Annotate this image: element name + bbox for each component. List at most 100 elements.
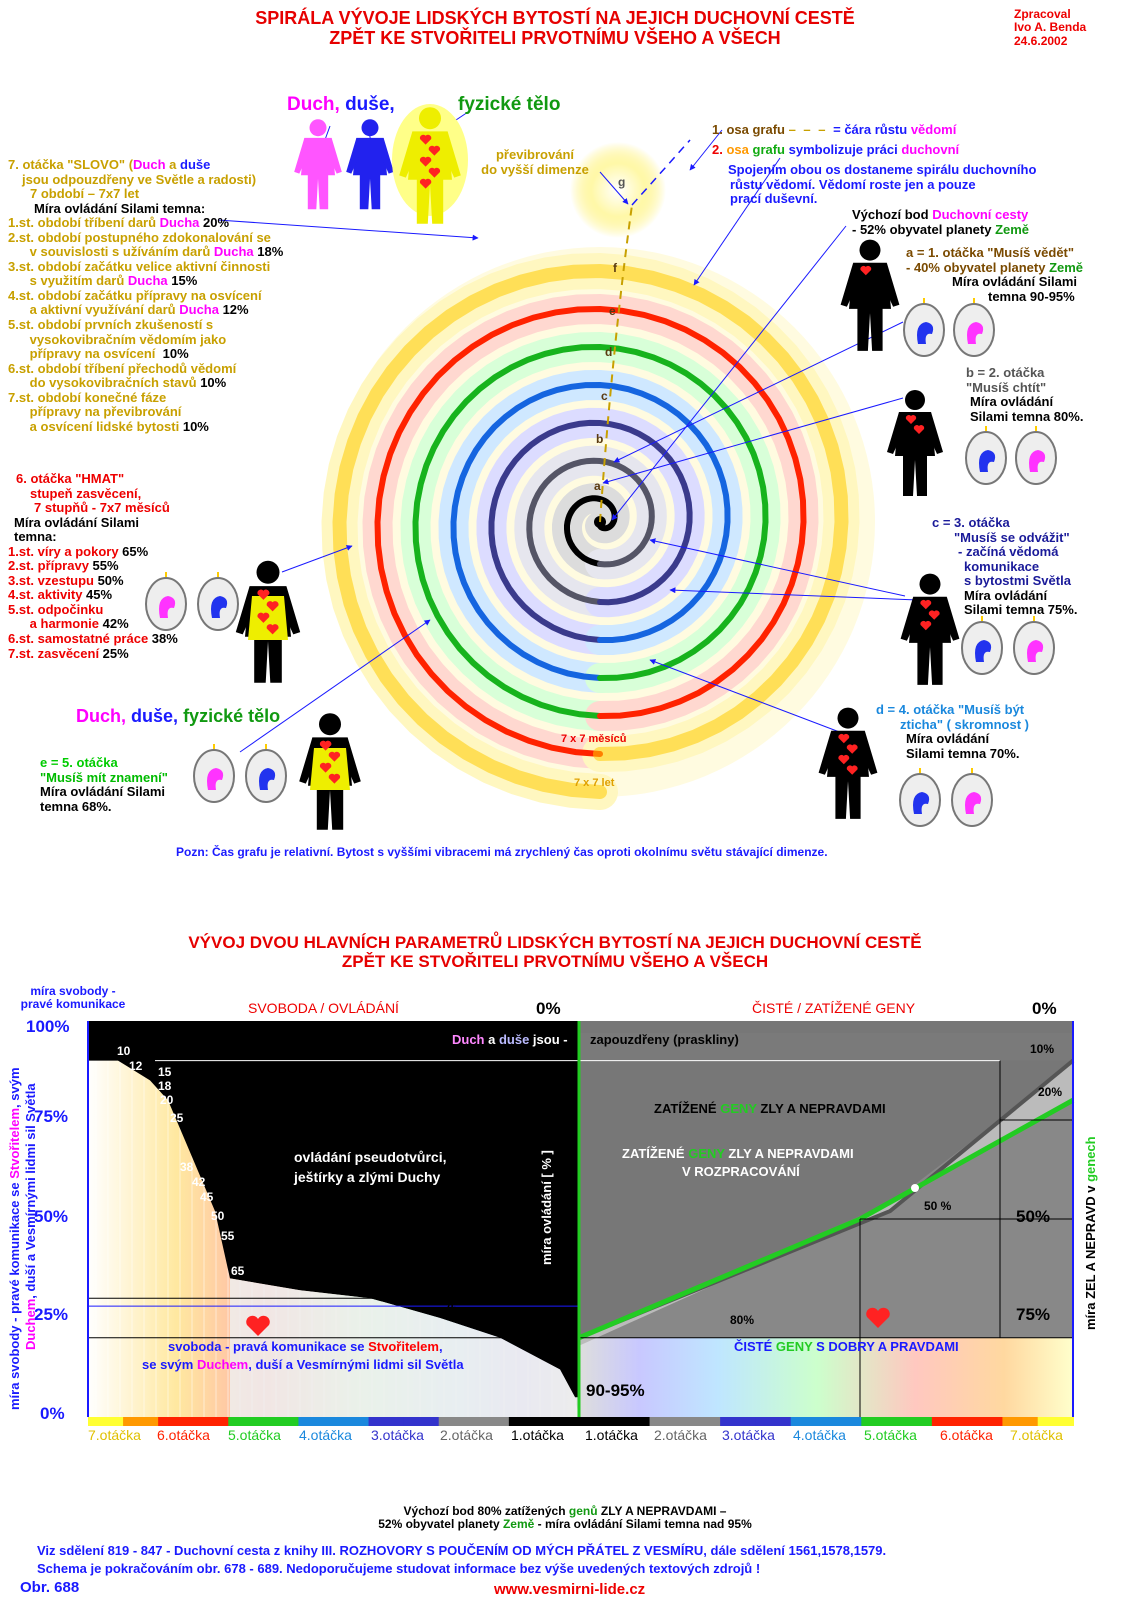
previbrovani-line-1: převibrování — [495, 147, 575, 162]
figure-turn6-hearts — [257, 589, 279, 635]
figure-turn4 — [818, 707, 878, 819]
turn2-block: b = 2. otáčka "Musíš chtít" Míra ovládán… — [966, 365, 1084, 424]
turn6-row-value: 50% — [93, 572, 124, 588]
title-line-2: ZPĚT KE STVOŘITELI PRVOTNÍMU VŠEHO A VŠE… — [329, 28, 781, 49]
pointer-arrow — [669, 587, 919, 601]
turn7-rows: 1.st. období tříbení darů Ducha 20% 2.st.… — [8, 215, 284, 434]
pointer-arrow — [602, 397, 904, 485]
spirit-egg-turn4 — [951, 768, 993, 827]
turn6-row-text: 7.st. zasvěcení — [8, 645, 100, 661]
turn7-control-title: Míra ovládání Silami temna: — [34, 200, 206, 216]
turn6-row: 4.st. aktivity 45% — [8, 588, 178, 603]
spiral-text-1: Spojením obou os dostaneme spirálu ducho… — [728, 162, 1037, 177]
turn7-row-text: a aktivní využívání darů — [8, 302, 180, 318]
label-fyzicke-telo: fyzické tělo — [458, 94, 561, 115]
turn7-row: vysokovibračním vědomím jako — [8, 331, 283, 348]
turn7-row: 5.st. období prvních zkušeností s — [8, 317, 283, 333]
turn7-row-value: 15% — [167, 273, 198, 289]
author-line-1: Zpracoval — [1014, 7, 1071, 21]
burdened-genes-label: ZATÍŽENÉ GENY ZLY A NEPRAVDAMI — [654, 1101, 886, 1117]
turn3-line-5: s bytostmi Světla — [964, 573, 1071, 589]
heart-icon — [246, 1315, 270, 1336]
start-text-1: Výchozí bod — [852, 207, 929, 222]
footer-start-1a: Výchozí bod 80% zatížených — [403, 1504, 569, 1518]
footer-start-2c: - míra ovládání Silami temna nad 95% — [534, 1517, 752, 1532]
axis1-number: 1. osa grafu — [712, 122, 785, 137]
x-category-right: 3.otáčka — [722, 1427, 775, 1443]
soul-egg-turn5 — [245, 744, 287, 803]
figure-turn2 — [887, 390, 943, 496]
control-point-label: 70 — [370, 1279, 384, 1293]
turn7-row-duch: Ducha — [159, 215, 200, 231]
turn7-row-text: 1.st. období tříbení darů — [8, 215, 160, 231]
processing-genes-label-2: V ROZPRACOVÁNÍ — [682, 1164, 800, 1179]
pointer-arrow — [689, 129, 723, 171]
genes-label-50: 50 % — [924, 1199, 952, 1213]
x-category-right: 5.otáčka — [864, 1427, 917, 1443]
human-figures — [145, 104, 1057, 830]
spirit-egg-turn5 — [193, 744, 235, 803]
pointer-arrow — [613, 321, 904, 463]
turn7-row-text: přípravy na převibrování — [8, 404, 182, 420]
turn3-line-4: komunikace — [964, 558, 1040, 574]
turn2-title: b = 2. otáčka — [966, 365, 1045, 380]
turn7-row: 1.st. období tříbení darů Ducha 20% — [8, 215, 283, 231]
turn7-row-text: 6.st. období tříbení přechodů vědomí — [8, 360, 237, 376]
turn6-line-5: temna: — [14, 529, 57, 545]
axis1-word: vědomí — [910, 122, 957, 137]
genes-label-80: 80% — [730, 1313, 755, 1327]
freedom-text-part: , duší a Vesmírnými lidmi sil Světla — [248, 1357, 464, 1372]
figure-turn1 — [840, 239, 900, 351]
spirit-egg-turn2 — [1015, 426, 1057, 485]
figure-turn5-hearts — [319, 740, 341, 784]
left-y-title-1: míra svobody - — [30, 984, 116, 998]
turn5-control: Míra ovládání Silami — [40, 784, 165, 800]
footer-refs-2: Schema je pokračováním obr. 678 - 689. N… — [37, 1561, 761, 1576]
genes-tick-75: 75% — [1016, 1305, 1051, 1324]
spiral — [321, 139, 875, 810]
genes-tick-20: 20% — [1038, 1085, 1063, 1099]
encapsulated-text-part: a — [484, 1032, 499, 1047]
spiral-text-3: prací duševní. — [730, 191, 818, 207]
pointer-arrow — [599, 171, 629, 205]
soul-egg-turn6 — [197, 572, 239, 631]
turn5-figure-labels: Duch, duše, fyzické tělo — [76, 706, 280, 726]
x-category-left: 7.otáčka — [88, 1427, 141, 1443]
control-point-label: 25 — [170, 1111, 184, 1125]
left-y-tick: 100% — [26, 1017, 70, 1036]
turn6-rows: 1.st. víry a pokory 65% 2.st. přípravy 55… — [8, 544, 178, 661]
spiral-letter-a: a — [594, 479, 601, 493]
label-duse: duše, — [345, 94, 395, 115]
turn7-row-value: 18% — [253, 244, 284, 260]
x-category-right: 7.otáčka — [1010, 1427, 1063, 1443]
website-link[interactable]: www.vesmirni-lide.cz — [494, 1581, 646, 1598]
axis2-word-b: grafu — [752, 142, 786, 157]
duch-figure — [294, 119, 342, 210]
turn1-title: a = 1. otáčka "Musíš vědět" — [906, 245, 1075, 260]
label-previbrovani: převibrování do vyšší dimenze — [470, 147, 600, 177]
turn4-title: d = 4. otáčka "Musíš být — [876, 702, 1025, 717]
control-point-label: 20 — [160, 1093, 174, 1107]
body-figure-top — [399, 107, 461, 224]
pointer-arrow — [649, 659, 851, 737]
turn2-line-4: Silami temna 80%. — [970, 408, 1084, 424]
turn7-row: do vysokovibračních stavů 10% — [8, 375, 283, 391]
left-top-zero: 0% — [536, 999, 561, 1018]
turn6-row-text: 6.st. samostatné práce — [8, 631, 149, 647]
freedom-y-label-part: Stvořitelem — [7, 1107, 22, 1179]
x-category-right: 4.otáčka — [793, 1427, 846, 1443]
turn7-row-text: vysokovibračním vědomím jako — [8, 331, 227, 347]
turn7-row-text: 3.st. období začátku velice aktivní činn… — [8, 258, 271, 274]
control-point-label: 12 — [129, 1059, 143, 1073]
turn7-row-duch: Ducha — [127, 273, 168, 289]
turn7-row: s využitím darů Ducha 15% — [8, 274, 283, 289]
spiral-letter-f: f — [613, 261, 617, 275]
turn6-row-text: 4.st. aktivity — [8, 587, 83, 603]
label-duch: Duch, — [287, 94, 340, 115]
clean-genes-label: ČISTÉ GENY S DOBRY A PRAVDAMI — [734, 1339, 959, 1355]
pointer-arrow — [693, 157, 781, 286]
spiral-letter-d: d — [605, 345, 613, 359]
turn6-row-text: 2.st. přípravy — [8, 558, 89, 574]
turn7-row-value: 10% — [179, 418, 209, 434]
pointer-arrow — [281, 545, 353, 573]
